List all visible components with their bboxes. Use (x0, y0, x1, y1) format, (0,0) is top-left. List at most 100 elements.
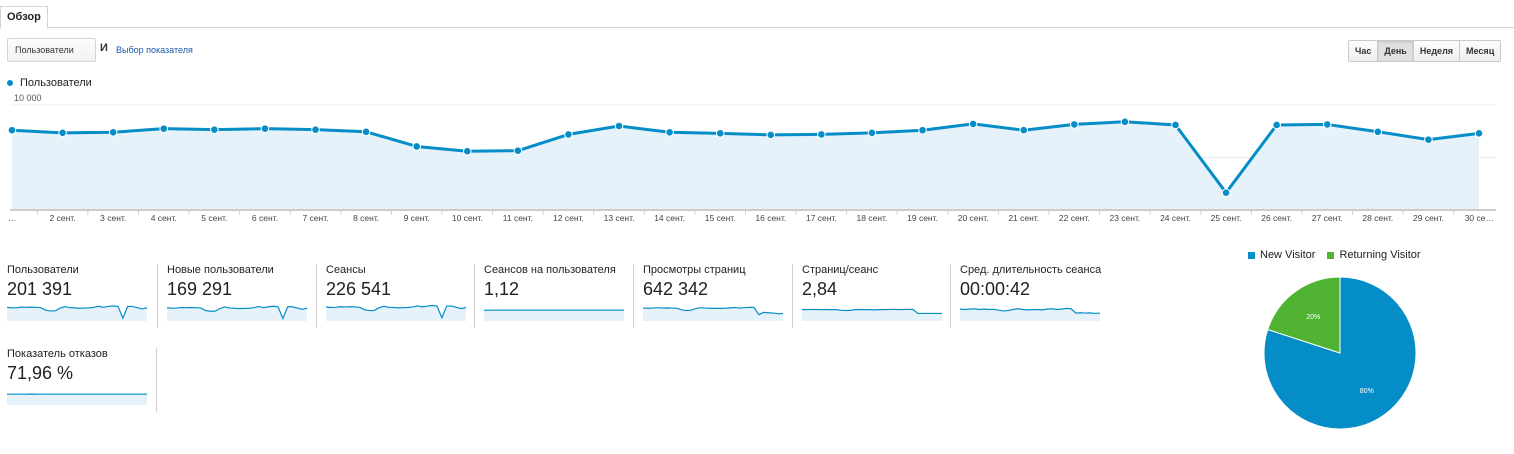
data-point[interactable] (1171, 120, 1180, 130)
x-tick-label: 25 сент. (1211, 213, 1242, 223)
data-point[interactable] (210, 125, 219, 134)
period-day-button[interactable]: День (1378, 41, 1414, 61)
metric-label: Показатель отказов (7, 348, 108, 360)
metric-label: Сред. длительность сеанса (960, 264, 1102, 276)
x-tick-label: 26 сент. (1261, 213, 1292, 223)
sparkline-line (167, 305, 307, 321)
metric-avg-session-duration[interactable]: Сред. длительность сеанса 00:00:42 (950, 264, 1110, 328)
tab-bar: Обзор (0, 0, 1514, 29)
data-point[interactable] (1322, 120, 1332, 129)
x-tick-label: 19 сент. (907, 213, 938, 223)
metric-select[interactable]: Пользователи (7, 38, 96, 62)
metric-value: 71,96 % (7, 363, 74, 383)
x-tick-label: 23 сент. (1109, 213, 1140, 223)
metric-sessions[interactable]: Сеансы 226 541 (316, 264, 468, 328)
metric-label: Просмотры страниц (643, 264, 746, 276)
sparkline (643, 306, 783, 321)
data-point[interactable] (665, 128, 674, 137)
data-point[interactable] (311, 125, 320, 134)
data-point[interactable] (1120, 117, 1130, 127)
data-point[interactable] (1424, 135, 1433, 144)
data-point[interactable] (159, 124, 169, 133)
sparkline-area (167, 306, 307, 321)
pie-legend-item[interactable]: New Visitor (1248, 249, 1315, 261)
choose-metric-link[interactable]: Выбор показателя (116, 45, 193, 55)
data-point[interactable] (513, 146, 523, 155)
pie-legend: New Visitor Returning Visitor (1248, 249, 1433, 261)
period-hour-button[interactable]: Час (1349, 41, 1379, 61)
x-tick-label: 24 сент. (1160, 213, 1191, 223)
sparkline-line (7, 305, 147, 320)
data-point[interactable] (614, 121, 624, 131)
metric-pageviews[interactable]: Просмотры страниц 642 342 (633, 264, 785, 328)
data-point[interactable] (361, 127, 371, 137)
sparkline-area (643, 307, 783, 321)
metric-sessions-per-user[interactable]: Сеансов на пользователя 1,12 (474, 264, 626, 328)
data-point[interactable] (1221, 188, 1231, 197)
data-point[interactable] (715, 129, 725, 138)
data-point[interactable] (462, 146, 472, 156)
sparkline-area (326, 305, 466, 321)
data-point[interactable] (412, 142, 421, 151)
data-point[interactable] (1019, 125, 1029, 135)
sparkline-area (484, 310, 624, 321)
pie-legend-item[interactable]: Returning Visitor (1327, 249, 1421, 261)
data-point[interactable] (766, 130, 776, 140)
x-tick-label: 6 сент. (252, 213, 278, 223)
pie-slice[interactable] (1267, 276, 1341, 354)
x-tick-label: 16 сент. (755, 213, 786, 223)
x-tick-label: … (8, 213, 17, 223)
data-point[interactable] (260, 124, 270, 133)
data-point[interactable] (7, 125, 17, 135)
pie-slice-label: 20% (1306, 314, 1320, 321)
users-line-chart: 10 0005 000…2 сент.3 сент.4 сент.5 сент.… (7, 93, 1496, 223)
legend-dot-icon (7, 80, 13, 86)
period-week-button[interactable]: Неделя (1413, 41, 1461, 61)
data-point[interactable] (1070, 120, 1079, 129)
data-point[interactable] (1373, 127, 1383, 137)
data-point[interactable] (58, 128, 67, 138)
x-tick-label: 3 сент. (100, 213, 126, 223)
x-tick-label: 30 се… (1465, 213, 1494, 223)
x-tick-label: 14 сент. (654, 213, 685, 223)
metric-value: 00:00:42 (960, 279, 1031, 299)
data-point[interactable] (108, 128, 118, 137)
x-tick-label: 10 сент. (452, 213, 483, 223)
metric-new-users[interactable]: Новые пользователи 169 291 (157, 264, 309, 328)
sparkline (7, 305, 147, 321)
sparkline (167, 305, 307, 321)
metric-bounce-rate[interactable]: Показатель отказов 71,96 % (7, 348, 157, 412)
sparkline (7, 393, 147, 405)
data-point[interactable] (1474, 129, 1484, 138)
metric-value: 642 342 (643, 279, 709, 299)
x-tick-label: 20 сент. (958, 213, 989, 223)
x-tick-label: 5 сент. (201, 213, 227, 223)
data-point[interactable] (564, 130, 573, 139)
visitor-type-pie-chart: 80% 20% (1263, 276, 1417, 430)
period-month-button[interactable]: Месяц (1460, 41, 1501, 61)
data-point[interactable] (918, 125, 927, 135)
metric-pages-per-session[interactable]: Страниц/сеанс 2,84 (792, 264, 944, 328)
metric-label: Сеансов на пользователя (484, 264, 616, 276)
tab-overview[interactable]: Обзор (0, 6, 48, 29)
x-tick-label: 13 сент. (604, 213, 635, 223)
data-point[interactable] (817, 130, 826, 139)
sparkline-line (643, 306, 783, 316)
pie-legend-label: New Visitor (1260, 249, 1316, 261)
sparkline (960, 307, 1100, 321)
x-tick-label: 28 сент. (1362, 213, 1393, 223)
pie-slice-label: 80% (1360, 388, 1374, 395)
legend-series-label: Пользователи (20, 77, 92, 89)
data-point[interactable] (968, 119, 978, 129)
x-tick-label: 4 сент. (151, 213, 177, 223)
data-point[interactable] (867, 128, 877, 138)
metric-users[interactable]: Пользователи 201 391 (7, 264, 159, 328)
x-tick-label: 18 сент. (857, 213, 888, 223)
metric-label: Пользователи (7, 264, 79, 276)
x-tick-label: 27 сент. (1312, 213, 1343, 223)
metric-label: Страниц/сеанс (802, 264, 879, 276)
data-point[interactable] (1272, 120, 1281, 130)
series-line (11, 120, 1480, 195)
sparkline (802, 308, 942, 321)
x-tick-label: 21 сент. (1008, 213, 1039, 223)
